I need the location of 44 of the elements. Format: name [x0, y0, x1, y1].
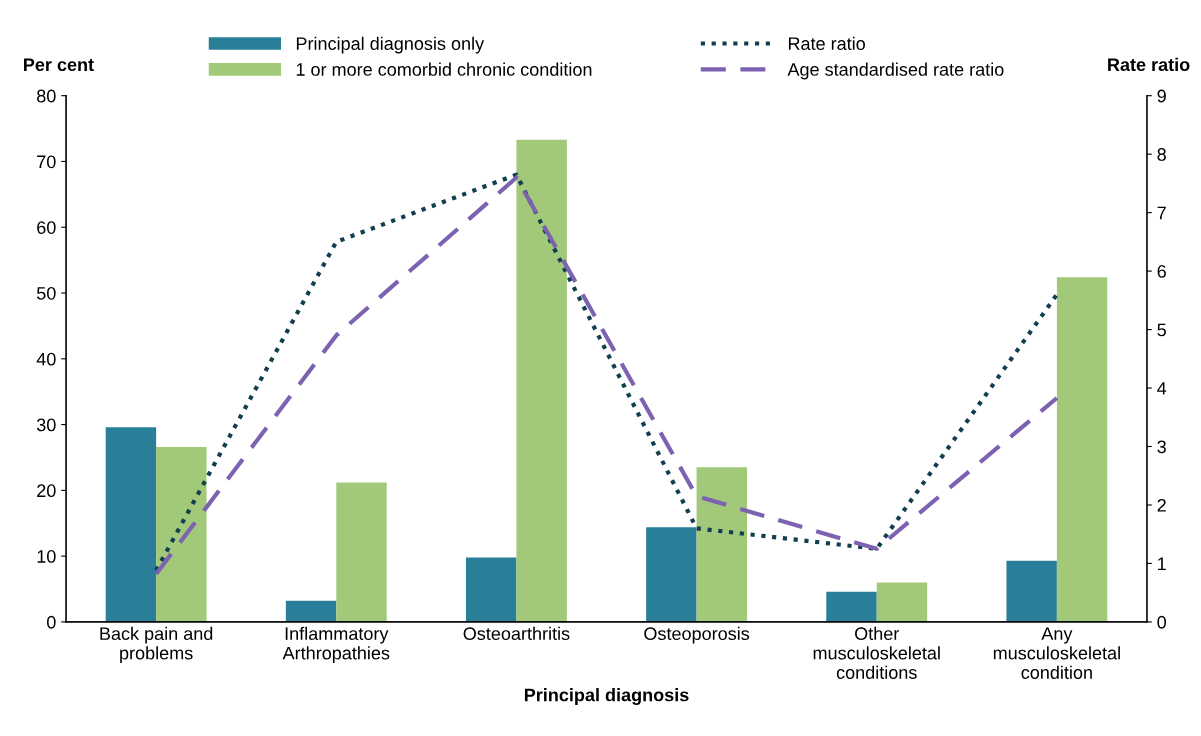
bar	[516, 139, 567, 622]
legend-label: Age standardised rate ratio	[787, 62, 1004, 80]
y-tick-label: 50	[36, 286, 56, 300]
y2-tick-label: 0	[1157, 615, 1167, 629]
bar	[646, 527, 697, 622]
y2-tick-label: 9	[1157, 89, 1166, 103]
x-tick-label: Inflammatory Arthropathies	[282, 626, 390, 664]
y-tick-label: 30	[36, 418, 56, 432]
y-tick-label: 40	[36, 352, 56, 366]
y-tick-label: 60	[37, 221, 56, 234]
y2-tick-label: 1	[1158, 557, 1166, 570]
x-tick-label: Any musculoskeletal condition	[993, 627, 1120, 679]
bar	[876, 582, 928, 622]
bar	[105, 427, 157, 622]
y2-tick-label: 7	[1157, 206, 1166, 220]
y2-axis-title: Rate ratio	[1108, 57, 1190, 72]
y2-tick-label: 2	[1157, 498, 1166, 512]
x-tick-label: Other musculoskeletal conditions	[813, 626, 940, 679]
x-tick-label: Back pain and problems	[100, 626, 213, 664]
bar	[826, 591, 877, 622]
legend-label: Rate ratio	[788, 36, 865, 50]
y-tick-label: 70	[37, 155, 56, 169]
y2-tick-label: 3	[1157, 440, 1166, 454]
bar	[1006, 560, 1057, 622]
x-tick-label: Osteoporosis	[644, 626, 750, 644]
y2-tick-label: 5	[1157, 323, 1166, 337]
legend-label: Principal diagnosis only	[296, 36, 485, 54]
x-axis-title: Principal diagnosis	[524, 688, 689, 705]
y-tick-label: 0	[47, 615, 56, 629]
bar	[336, 482, 387, 622]
y-tick-label: 20	[37, 484, 56, 498]
legend-label: 1 or more comorbid chronic condition	[296, 62, 592, 76]
bar	[696, 467, 748, 622]
y2-tick-label: 4	[1157, 382, 1167, 395]
y-tick-label: 10	[37, 550, 56, 563]
bar	[1056, 277, 1108, 622]
x-tick-label: Osteoarthritis	[463, 626, 570, 641]
y-tick-label: 80	[37, 89, 56, 103]
y2-tick-label: 8	[1157, 148, 1166, 161]
y-axis-title: Per cent	[24, 58, 94, 72]
y2-tick-label: 6	[1157, 265, 1166, 278]
bar	[285, 600, 337, 622]
bar	[156, 446, 207, 622]
bar	[465, 557, 517, 622]
